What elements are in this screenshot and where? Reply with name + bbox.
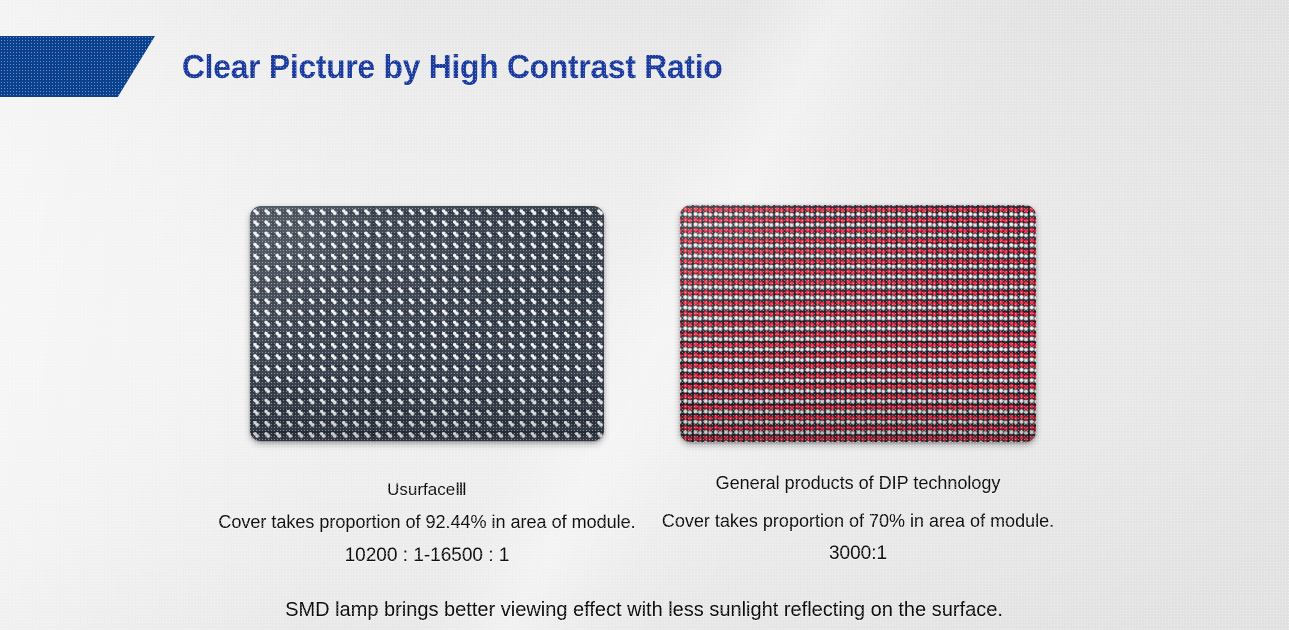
dip-lamp-grid xyxy=(680,205,1036,442)
smd-screw-holes xyxy=(250,206,604,441)
right-product-name: General products of DIP technology xyxy=(715,473,1001,493)
smd-led-module-image xyxy=(250,206,604,441)
dip-led-module-image xyxy=(680,205,1036,442)
right-contrast-ratio: 3000:1 xyxy=(828,543,888,564)
right-cover-proportion: Cover takes proportion of 70% in area of… xyxy=(661,511,1055,531)
dip-panel-gloss xyxy=(680,205,1036,442)
smd-lamp-grid xyxy=(250,206,604,441)
left-cover-proportion: Cover takes proportion of 92.44% in area… xyxy=(218,512,636,532)
smd-module-seam xyxy=(373,206,374,441)
smd-panel-gloss xyxy=(250,206,604,441)
left-product-name: UsurfaceⅢ xyxy=(387,480,467,499)
footnote-text: SMD lamp brings better viewing effect wi… xyxy=(285,599,1003,621)
page-title: Clear Picture by High Contrast Ratio xyxy=(182,48,723,85)
left-contrast-ratio: 10200 : 1-16500 : 1 xyxy=(344,545,510,566)
header-accent-shape xyxy=(0,36,155,97)
